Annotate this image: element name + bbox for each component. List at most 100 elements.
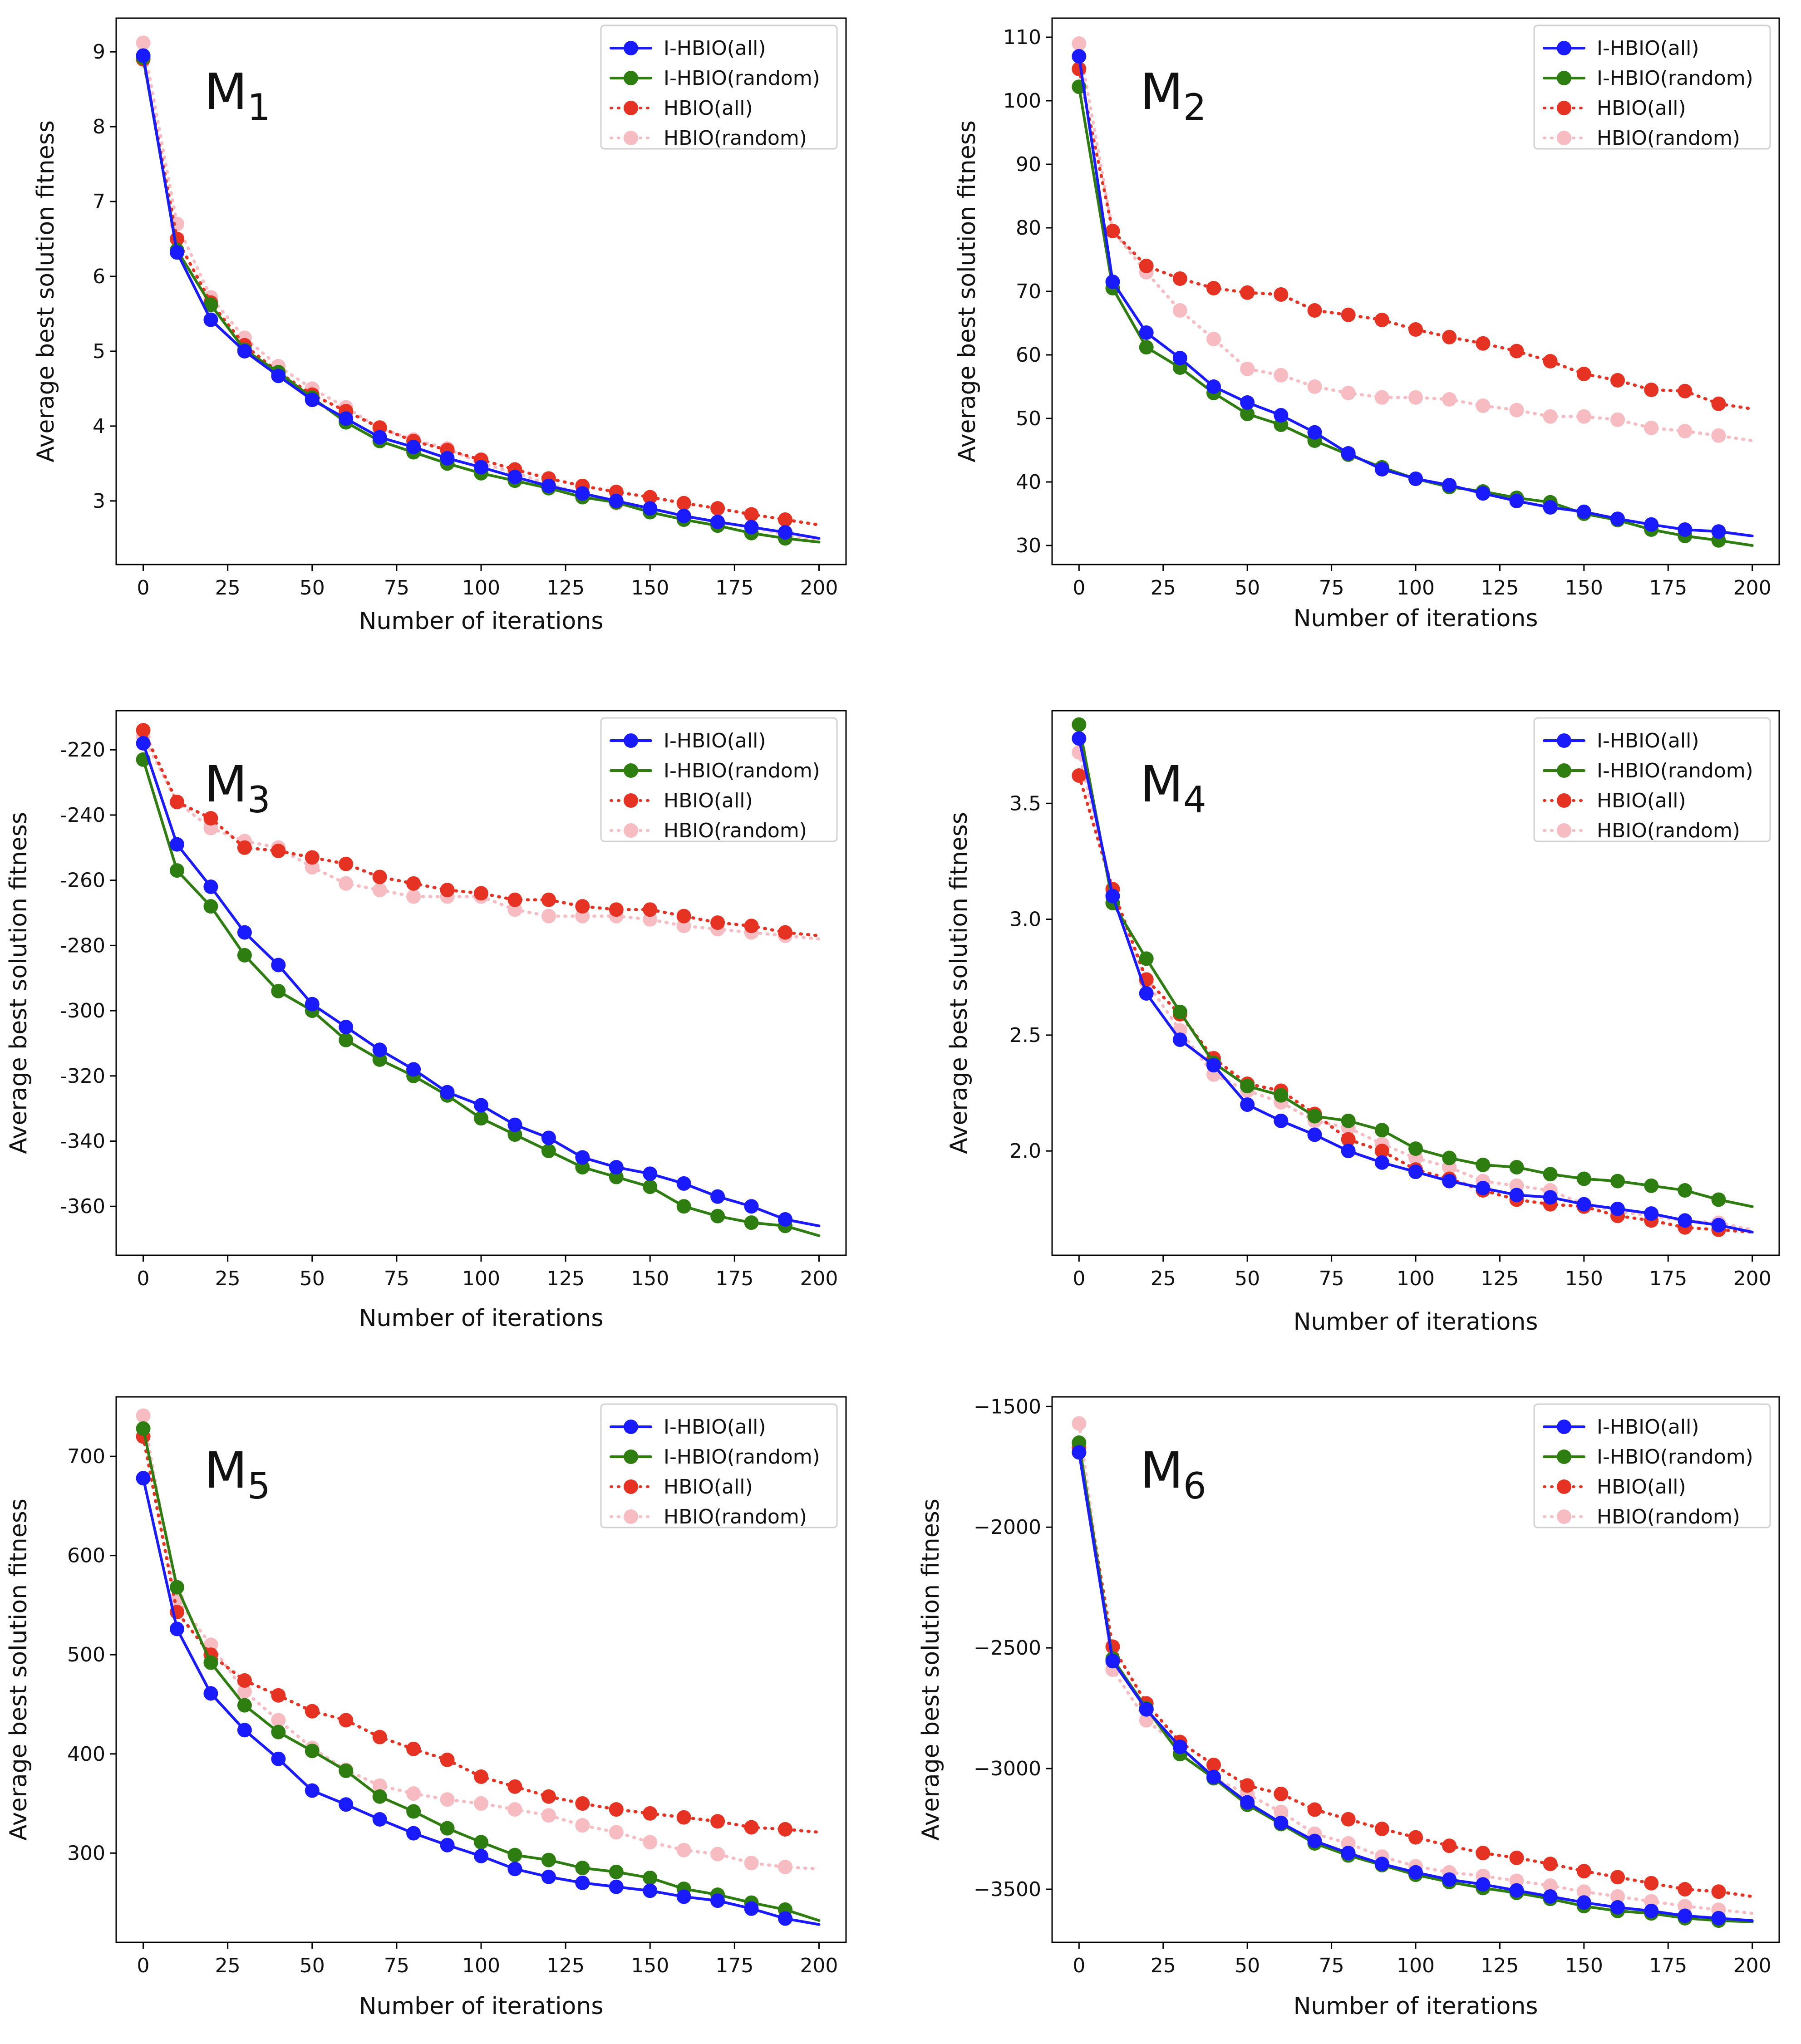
- series-line: [142, 1414, 821, 1871]
- data-point: [609, 1879, 624, 1894]
- data-point: [1341, 1846, 1356, 1861]
- data-point: [1072, 1445, 1087, 1460]
- data-point: [440, 1838, 455, 1852]
- data-point: [1610, 412, 1625, 427]
- data-point: [1543, 1190, 1558, 1205]
- x-tick-label: 0: [1073, 576, 1085, 599]
- data-point: [1139, 259, 1154, 273]
- data-point: [339, 876, 354, 891]
- legend-marker: [624, 1509, 638, 1524]
- chart-title: M4: [1140, 755, 1206, 821]
- data-point: [575, 1150, 590, 1165]
- data-point: [271, 843, 286, 858]
- data-point: [1307, 1109, 1322, 1124]
- series-group: [136, 35, 821, 546]
- data-point: [1576, 504, 1591, 519]
- chart-title-subscript: 5: [247, 1465, 271, 1507]
- data-point: [1139, 951, 1154, 966]
- data-point: [676, 508, 691, 523]
- data-point: [1172, 271, 1187, 286]
- data-point: [1644, 1903, 1659, 1918]
- data-point: [744, 1215, 759, 1230]
- data-point: [305, 1783, 320, 1798]
- legend-box: [1533, 1403, 1771, 1528]
- data-point: [778, 1212, 792, 1227]
- data-point: [1476, 486, 1491, 501]
- legend: I-HBIO(all) I-HBIO(random) HBIO(all) HBIO(r…: [600, 25, 838, 150]
- data-point: [237, 948, 252, 963]
- data-point: [541, 909, 556, 924]
- legend-box: [600, 25, 838, 150]
- x-tick-label: 100: [462, 1954, 500, 1977]
- data-point: [474, 1098, 488, 1113]
- data-point: [1610, 1174, 1625, 1189]
- data-point: [1644, 383, 1659, 397]
- data-point: [1105, 1654, 1120, 1669]
- chart-panel-3: 0 25 50 75 100 125 150 175 200 -360 -340 -320 -300 -2…: [5, 710, 847, 1332]
- x-tick-label: 50: [300, 576, 325, 599]
- data-point: [136, 48, 151, 63]
- data-point: [643, 1806, 658, 1821]
- data-point: [1408, 1164, 1423, 1179]
- data-point: [372, 1730, 387, 1744]
- data-point: [1206, 1058, 1221, 1073]
- data-point: [1341, 1144, 1356, 1159]
- legend-label: HBIO(all): [1597, 1475, 1686, 1499]
- x-tick-label: 75: [384, 576, 409, 599]
- data-point: [170, 863, 184, 878]
- data-point: [203, 297, 218, 312]
- data-point: [406, 1786, 421, 1801]
- y-tick-label: 60: [1016, 344, 1041, 367]
- y-tick-label: -300: [60, 999, 105, 1022]
- data-point: [676, 1889, 691, 1904]
- data-point: [339, 1763, 354, 1778]
- data-point: [744, 520, 759, 535]
- data-point: [710, 915, 725, 930]
- x-tick-label: 50: [1235, 1267, 1260, 1290]
- x-tick-label: 175: [715, 1954, 753, 1977]
- data-point: [237, 1723, 252, 1738]
- x-tick-label: 175: [715, 1267, 753, 1290]
- data-point: [676, 1199, 691, 1214]
- y-tick-label: -220: [60, 738, 105, 762]
- legend-label: I-HBIO(random): [1597, 759, 1753, 782]
- data-point: [339, 1797, 354, 1812]
- data-point: [136, 723, 151, 738]
- chart-title-main: M: [204, 63, 247, 121]
- legend-label: I-HBIO(all): [664, 1415, 766, 1439]
- x-tick-label: 50: [300, 1267, 325, 1290]
- data-point: [575, 486, 590, 501]
- legend-label: HBIO(all): [664, 97, 753, 120]
- data-point: [710, 1209, 725, 1223]
- legend-marker: [624, 71, 638, 85]
- data-point: [406, 1826, 421, 1841]
- data-point: [440, 1752, 455, 1767]
- data-point: [1678, 522, 1693, 537]
- x-tick-label: 125: [546, 576, 585, 599]
- x-tick-label: 150: [1565, 1267, 1603, 1290]
- y-tick-label: 110: [1003, 26, 1041, 49]
- x-tick-label: 25: [215, 576, 241, 599]
- y-tick-label: −3500: [974, 1878, 1041, 1901]
- data-point: [1678, 1213, 1693, 1228]
- data-point: [1139, 325, 1154, 340]
- data-point: [1206, 1769, 1221, 1784]
- y-tick-label: 700: [67, 1445, 105, 1468]
- data-point: [1711, 1218, 1726, 1233]
- legend-marker: [624, 823, 638, 838]
- data-point: [778, 1911, 792, 1926]
- chart-title-main: M: [1140, 755, 1183, 813]
- y-axis-label: Average best solution fitness: [32, 120, 59, 462]
- data-point: [1408, 472, 1423, 486]
- data-point: [203, 312, 218, 327]
- data-point: [609, 1802, 624, 1817]
- data-point: [1509, 344, 1524, 359]
- data-point: [1576, 1864, 1591, 1879]
- y-tick-label: -340: [60, 1130, 105, 1153]
- legend: I-HBIO(all) I-HBIO(random) HBIO(all) HBIO(r…: [1533, 25, 1771, 150]
- y-tick-label: 500: [67, 1643, 105, 1666]
- data-point: [744, 507, 759, 522]
- series-group: [1072, 717, 1754, 1237]
- data-point: [541, 1869, 556, 1884]
